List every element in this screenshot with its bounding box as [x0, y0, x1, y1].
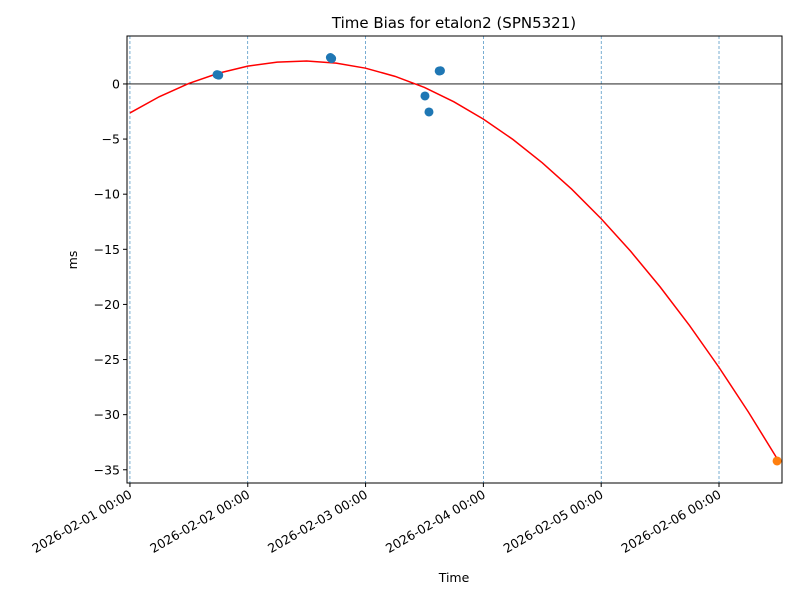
- point: [214, 70, 224, 80]
- y-tick-label: −30: [94, 407, 120, 422]
- x-tick-label: 2026-02-06 00:00: [618, 487, 723, 556]
- point: [435, 66, 445, 76]
- x-tick-label: 2026-02-03 00:00: [265, 487, 370, 556]
- y-tick-label: −10: [94, 187, 120, 202]
- y-tick-label: −15: [94, 242, 120, 257]
- x-tick-label: 2026-02-02 00:00: [147, 487, 252, 556]
- y-tick-label: −25: [94, 352, 120, 367]
- plot-frame: [126, 35, 783, 484]
- x-axis-label: Time: [438, 570, 470, 585]
- fit-line: [129, 60, 779, 461]
- point: [424, 107, 434, 117]
- y-tick-label: −20: [94, 297, 120, 312]
- point: [772, 456, 782, 466]
- x-tick-label: 2026-02-05 00:00: [501, 487, 606, 556]
- point: [420, 91, 430, 101]
- chart-title: Time Bias for etalon2 (SPN5321): [331, 14, 576, 32]
- point: [327, 54, 337, 64]
- y-tick-label: 0: [112, 76, 120, 91]
- y-tick-label: −5: [102, 132, 120, 147]
- x-tick-label: 2026-02-01 00:00: [29, 487, 134, 556]
- x-tick-label: 2026-02-04 00:00: [383, 487, 488, 556]
- y-axis-label: ms: [65, 251, 80, 270]
- y-tick-label: −35: [94, 462, 120, 477]
